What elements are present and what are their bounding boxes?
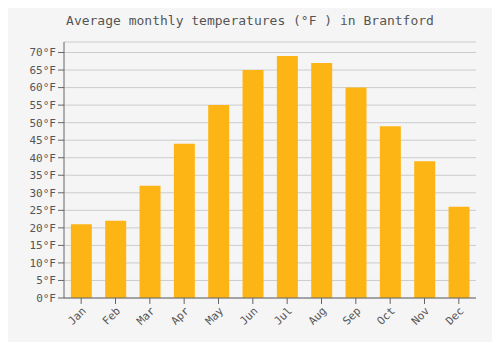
svg-text:35°F: 35°F [30,169,57,182]
svg-text:45°F: 45°F [30,134,57,147]
svg-text:25°F: 25°F [30,204,57,217]
svg-text:Dec: Dec [443,304,466,327]
svg-text:20°F: 20°F [30,222,57,235]
svg-text:5°F: 5°F [36,274,56,287]
svg-text:30°F: 30°F [30,187,57,200]
svg-text:Nov: Nov [409,304,433,328]
svg-text:70°F: 70°F [30,46,57,59]
svg-text:15°F: 15°F [30,239,57,252]
html-text:Average monthly temperatures (: Average monthly temperatures (°F ) in Br… [66,13,434,28]
svg-text:Oct: Oct [375,304,398,327]
svg-text:60°F: 60°F [30,81,57,94]
svg-text:10°F: 10°F [30,257,57,270]
svg-text:Feb: Feb [100,304,123,327]
svg-text:Sep: Sep [340,304,363,327]
svg-text:Jan: Jan [66,304,89,327]
svg-text:40°F: 40°F [30,152,57,165]
svg-text:Jul: Jul [272,304,295,327]
svg-text:0°F: 0°F [36,292,56,305]
svg-text:Apr: Apr [169,304,193,328]
svg-text:65°F: 65°F [30,64,57,77]
svg-text:May: May [203,304,227,328]
svg-text:Jun: Jun [237,304,260,327]
svg-text:Aug: Aug [306,304,329,327]
svg-text:50°F: 50°F [30,117,57,130]
svg-text:Mar: Mar [134,304,158,328]
svg-text:55°F: 55°F [30,99,57,112]
